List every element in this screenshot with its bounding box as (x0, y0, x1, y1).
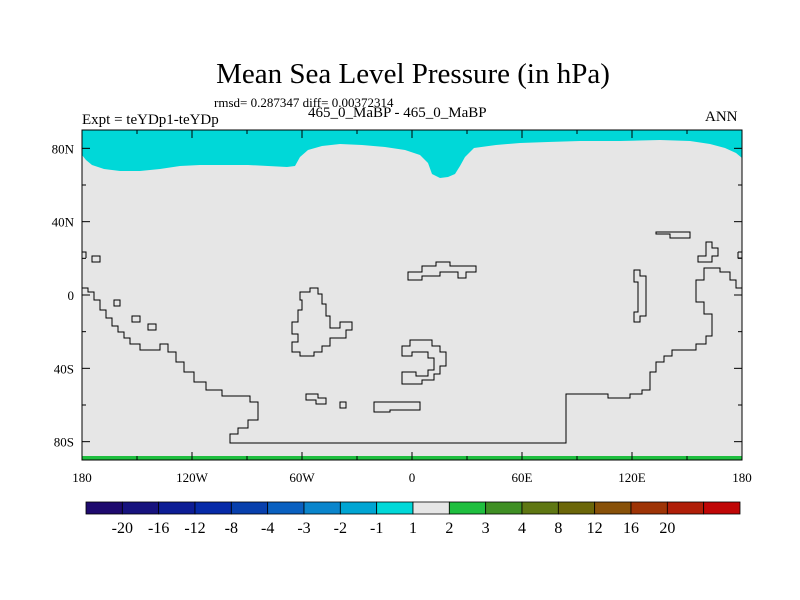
y-tick-label: 40N (52, 215, 75, 230)
experiment-label: Expt = teYDp1-teYDp (82, 112, 219, 128)
season-label: ANN (705, 109, 738, 125)
colorbar-swatch (158, 501, 196, 515)
x-tick-label: 60E (512, 470, 533, 485)
colorbar-label: 1 (409, 520, 417, 537)
colorbar-swatch (85, 501, 123, 515)
colorbar-label: -16 (148, 520, 169, 537)
colorbar-label: 3 (482, 520, 490, 537)
x-tick-label: 120E (618, 470, 646, 485)
colorbar-label: 8 (554, 520, 562, 537)
coastline-south-america-west (82, 267, 742, 444)
x-tick-label: 60W (289, 470, 315, 485)
stats-line: rmsd= 0.287347 diff= 0.00372314 (214, 95, 394, 110)
field-negative-polar (82, 130, 742, 178)
coastline-ring-landmass (401, 339, 447, 385)
chart-title: Mean Sea Level Pressure (in hPa) (216, 58, 610, 90)
x-tick-label: 180 (732, 470, 752, 485)
x-tick-label: 120W (176, 470, 209, 485)
y-tick-label: 40S (54, 361, 74, 376)
colorbar-swatch (339, 501, 378, 515)
colorbar-label: -3 (297, 520, 310, 537)
colorbar-label: -2 (334, 520, 347, 537)
colorbar-swatch (666, 501, 705, 515)
colorbar-swatch (267, 501, 305, 515)
colorbar-label: 2 (445, 520, 453, 537)
y-tick-label: 80N (52, 141, 75, 156)
colorbar-swatch (485, 501, 523, 515)
colorbar-swatch (303, 501, 341, 515)
colorbar-swatch (121, 501, 160, 515)
colorbar-swatch (448, 501, 487, 515)
colorbar-swatch (194, 501, 232, 515)
y-axis: 80N 40N 0 40S 80S (52, 141, 742, 450)
colorbar-label: -20 (112, 520, 133, 537)
coastline-west-islands (82, 251, 157, 331)
colorbar-swatch (412, 501, 450, 515)
colorbar-swatch (521, 501, 559, 515)
colorbar-swatch (376, 501, 414, 515)
colorbar-swatch (557, 501, 596, 515)
colorbar-label: -4 (261, 520, 274, 537)
colorbar-swatch (630, 501, 668, 515)
colorbar-label: -1 (370, 520, 383, 537)
x-tick-label: 180 (72, 470, 92, 485)
colorbar-label: 16 (623, 520, 639, 537)
colorbar-swatch (703, 501, 741, 515)
colorbar-label: -12 (184, 520, 205, 537)
y-tick-label: 0 (68, 288, 75, 303)
plot-area (81, 129, 743, 461)
coastline-central-landmass (291, 287, 353, 357)
coastlines (82, 231, 742, 444)
colorbar: -20 -16 -12 -8 -4 -3 -2 -1 1 2 3 4 8 12 16 20 (85, 501, 741, 537)
colorbar-label: 20 (659, 520, 675, 537)
coastline-east-islands (633, 231, 742, 323)
coastline-southern-islands (305, 393, 421, 413)
field-neutral (82, 130, 742, 460)
x-axis: 180 120W 60W 0 60E 120E 180 (72, 130, 752, 485)
colorbar-swatch (230, 501, 269, 515)
y-tick-label: 80S (54, 435, 74, 450)
colorbar-swatch (594, 501, 632, 515)
colorbar-label: 12 (587, 520, 603, 537)
colorbar-label: -8 (225, 520, 238, 537)
coastline-northern-strip (407, 261, 477, 281)
x-tick-label: 0 (409, 470, 416, 485)
colorbar-label: 4 (518, 520, 526, 537)
case-label: 465_0_MaBP - 465_0_MaBP (308, 105, 487, 121)
